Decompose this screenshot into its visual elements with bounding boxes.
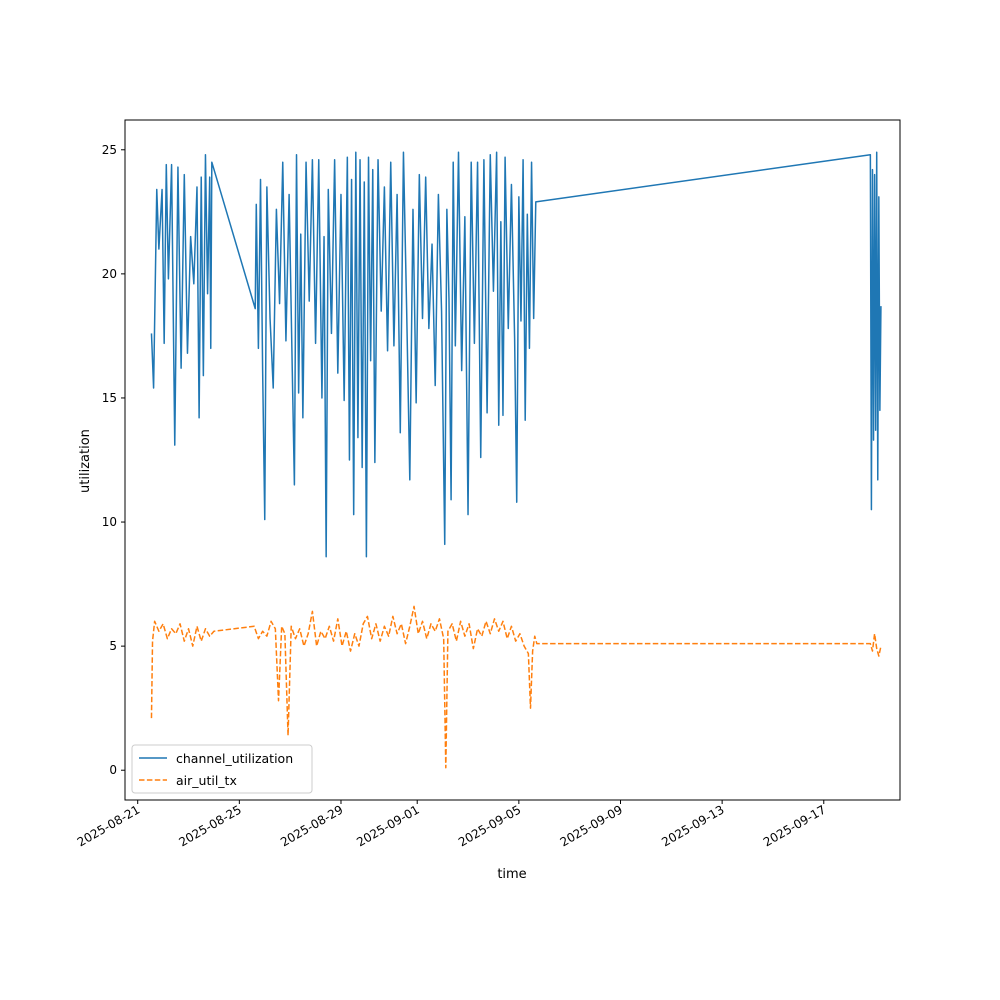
legend-box <box>131 744 313 794</box>
y-tick-label: 20 <box>102 267 117 281</box>
y-axis: 0 5 10 15 20 25 <box>102 143 125 777</box>
legend-label-channel-utilization: channel_utilization <box>176 751 293 766</box>
axes-frame <box>124 119 901 801</box>
legend: channel_utilization air_util_tx <box>131 744 313 794</box>
y-tick-label: 15 <box>102 391 117 405</box>
y-axis-label: utilization <box>78 429 93 493</box>
y-tick-label: 0 <box>109 763 117 777</box>
x-axis-label: time <box>497 867 526 882</box>
y-tick-label: 10 <box>102 515 117 529</box>
series-line-air-util-tx <box>150 605 882 769</box>
y-tick-label: 5 <box>109 639 117 653</box>
y-tick-label: 25 <box>102 143 117 157</box>
legend-label-air-util-tx: air_util_tx <box>176 773 237 788</box>
series-layer <box>150 151 882 769</box>
series-line-channel-utilization <box>150 151 882 558</box>
